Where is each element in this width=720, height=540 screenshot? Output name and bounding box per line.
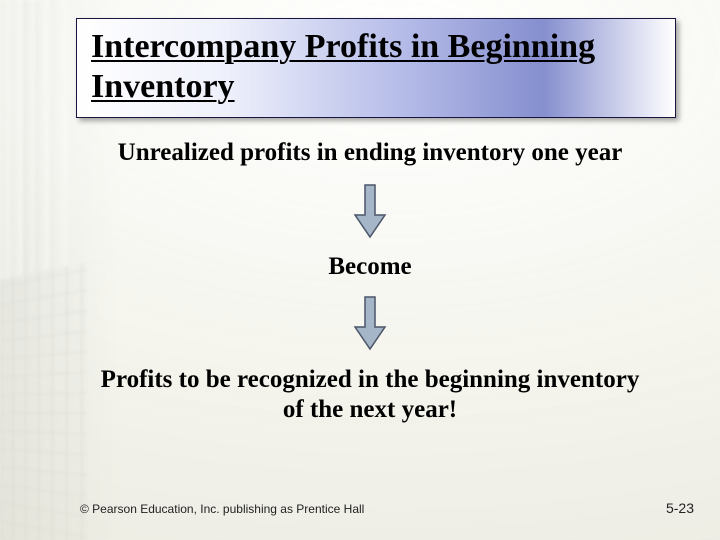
copyright-text: © Pearson Education, Inc. publishing as … — [80, 502, 364, 516]
arrow-1-wrap — [90, 183, 650, 239]
arrow-2-wrap — [90, 295, 650, 351]
page-number: 5-23 — [666, 500, 694, 516]
flow-step-3: Profits to be recognized in the beginnin… — [90, 365, 650, 426]
flow-content: Unrealized profits in ending inventory o… — [90, 130, 650, 426]
flow-step-2: Become — [90, 253, 650, 281]
arrow-down-icon — [352, 295, 388, 351]
flow-step-1: Unrealized profits in ending inventory o… — [90, 138, 650, 169]
arrow-down-icon — [352, 183, 388, 239]
title-box: Intercompany Profits in Beginning Invent… — [76, 18, 676, 118]
slide-title: Intercompany Profits in Beginning Invent… — [91, 27, 661, 107]
